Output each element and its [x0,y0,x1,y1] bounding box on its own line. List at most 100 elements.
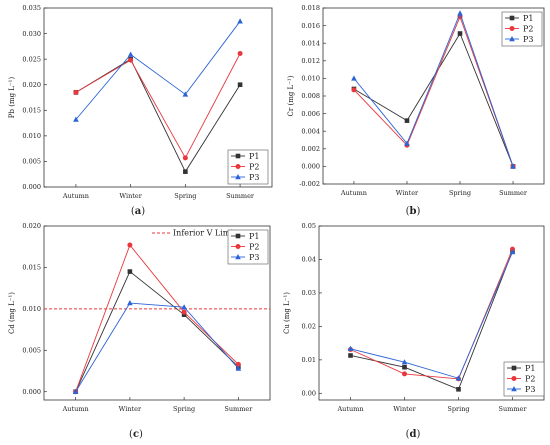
y-tick-label-d-5: 0.05 [302,222,316,230]
point-d-p3-2 [455,375,462,381]
point-c-p3-0 [72,388,79,394]
legend-marker-b-p1 [509,15,515,21]
x-tick-label-b-3: Summer [499,189,528,197]
y-tick-label-d-4: 0.04 [302,256,316,264]
x-tick-label-c-1: Winter [119,405,142,413]
plot-frame-c [43,225,271,401]
x-tick-label-d-3: Summer [499,405,528,413]
legend-label-d-p1: P1 [525,364,535,373]
plot-frame-a [43,7,273,188]
y-tick-label-d-0: 0.00 [302,390,316,398]
panel-label-b: (b) [406,206,421,217]
legend-marker-d-p2 [511,376,517,381]
y-tick-label-b-6: 0.010 [301,75,320,83]
y-tick-label-b-8: 0.014 [301,39,320,47]
legend-label-b-p2: P2 [523,25,533,34]
point-b-p1-1 [404,118,410,123]
y-tick-label-a-2: 0.010 [22,132,41,140]
x-tick-label-a-0: Autumn [62,192,89,200]
y-tick-label-a-6: 0.030 [22,30,41,38]
point-b-p1-2 [457,31,463,36]
x-tick-label-c-2: Spring [173,405,195,413]
legend-marker-a-p1 [235,153,241,159]
point-d-p3-0 [347,345,354,352]
legend-label-b-p1: P1 [523,14,533,23]
y-tick-label-c-1: 0.005 [22,346,41,354]
point-d-p3-1 [401,359,408,365]
x-tick-label-b-0: Autumn [340,189,367,197]
x-tick-label-d-0: Autumn [336,405,363,413]
legend-marker-d-p3 [511,386,517,392]
legend-label-a-p2: P2 [249,163,259,172]
point-a-p3-1 [127,51,134,57]
x-tick-label-a-1: Winter [119,192,142,200]
y-tick-label-d-3: 0.03 [302,289,316,297]
y-tick-label-b-1: 0.000 [301,163,320,171]
x-tick-label-d-2: Spring [447,405,469,413]
point-c-p2-3 [235,361,241,367]
y-tick-label-b-7: 0.012 [301,57,320,65]
y-tick-label-b-10: 0.018 [301,4,320,12]
point-a-p1-2 [183,169,188,174]
series-line-d-p1 [350,250,513,390]
point-c-p3-2 [181,304,187,310]
point-b-p3-1 [404,140,410,146]
series-line-d-p2 [350,248,513,380]
series-line-a-p2 [75,53,241,159]
series-line-b-p1 [353,32,514,167]
y-axis-label-c: Cd (mg L⁻¹) [8,292,16,334]
legend-box-d [503,361,545,397]
y-tick-label-c-0: 0.000 [22,388,41,396]
legend-label-c-p1: P1 [249,232,259,241]
legend-marker-c-p1 [235,233,241,239]
point-a-p2-0 [73,89,79,95]
y-tick-label-b-4: 0.006 [301,110,320,118]
chart-c: 0.000 0.005 0.010 0.015 0.020 Autumn Winter Spr… [8,222,271,413]
y-axis-label-a: Pb (mg L⁻¹) [8,77,16,119]
chart-b: -0.002 0.000 0.002 0.004 0.006 0.008 0.010 0.01… [287,4,545,197]
x-tick-label-a-2: Spring [174,192,196,200]
legend-marker-c-p3 [235,254,241,260]
series-line-b-p2 [353,15,514,167]
point-b-p2-0 [351,87,357,93]
chart-a: 0.000 0.005 0.010 0.015 0.020 0.025 0.030 0.035… [8,4,273,200]
legend-box-a [227,149,269,185]
legend-box-c [227,229,269,265]
x-tick-label-d-1: Winter [393,405,416,413]
chart-d: 0.00 0.01 0.02 0.03 0.04 0.05 Autumn Winter Spri… [283,222,545,413]
point-b-p3-2 [457,10,463,16]
series-line-c-p1 [75,270,239,392]
legend-box-b [501,11,543,47]
point-d-p3-3 [509,249,516,255]
y-tick-label-b-9: 0.016 [301,22,320,30]
point-d-p1-1 [402,364,407,370]
y-tick-label-a-5: 0.025 [22,55,41,63]
y-tick-label-b-2: 0.002 [301,145,320,153]
x-tick-label-a-3: Summer [226,192,255,200]
panel-label-d: (d) [406,429,421,440]
point-c-p3-1 [127,300,133,306]
x-tick-label-b-2: Spring [449,189,471,197]
y-tick-label-c-3: 0.015 [22,264,41,272]
legend-marker-b-p2 [509,26,515,31]
legend-marker-c-p2 [235,244,241,249]
y-tick-label-a-4: 0.020 [22,81,41,89]
point-d-p1-2 [456,386,461,392]
panel-label-c: (c) [129,429,143,440]
point-a-p3-2 [182,91,189,97]
point-a-p1-3 [237,82,243,88]
reference-legend-label-c: Inferior V Limit [173,229,237,238]
point-a-p2-3 [237,51,243,57]
legend-label-a-p1: P1 [249,152,259,161]
point-c-p1-1 [127,269,133,274]
plot-frame-d [318,225,545,401]
legend-label-a-p3: P3 [249,173,259,182]
y-axis-label-d: Cu (mg L⁻¹) [283,292,291,334]
x-tick-label-c-3: Summer [224,405,253,413]
y-tick-label-a-3: 0.015 [22,106,41,114]
y-tick-label-a-7: 0.035 [22,4,41,12]
point-c-p3-3 [235,365,242,371]
point-d-p2-1 [402,371,407,377]
series-line-c-p2 [75,244,239,392]
